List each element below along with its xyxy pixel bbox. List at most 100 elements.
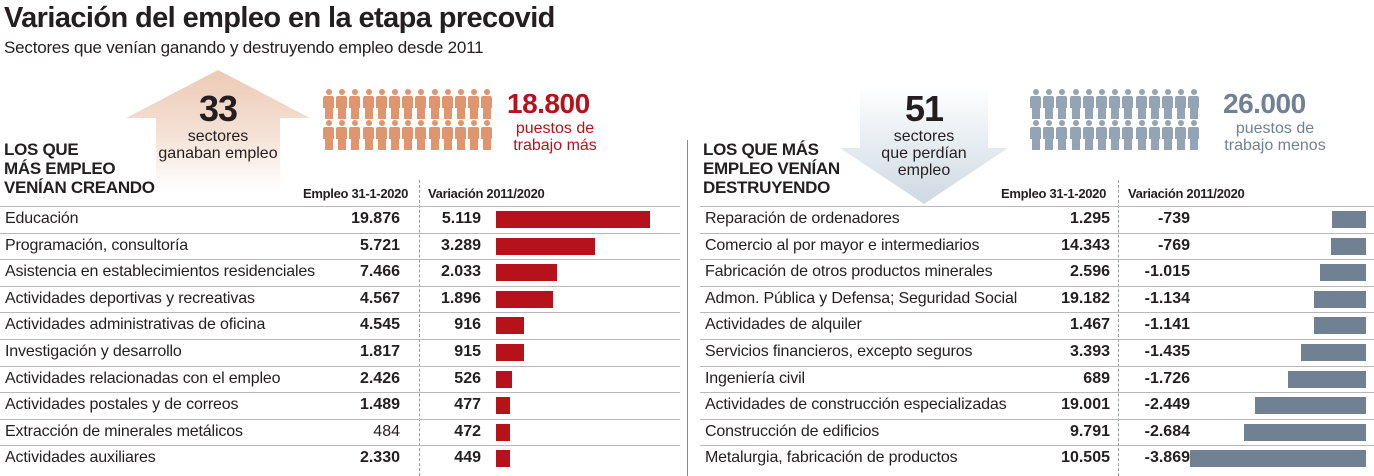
gain-col-employment: Empleo 31-1-2020 bbox=[303, 186, 409, 201]
sector-name: Admon. Pública y Defensa; Seguridad Soci… bbox=[705, 289, 1018, 307]
variation-bar bbox=[496, 211, 650, 228]
person-icon bbox=[1121, 89, 1134, 119]
person-icon bbox=[1108, 89, 1121, 119]
person-icon bbox=[467, 89, 480, 119]
sector-name: Ingeniería civil bbox=[705, 369, 805, 387]
person-icon bbox=[1187, 89, 1200, 119]
sector-name: Construcción de edificios bbox=[705, 422, 880, 440]
gain-column-separator bbox=[419, 180, 420, 476]
table-row: Admon. Pública y Defensa; Seguridad Soci… bbox=[700, 285, 1374, 313]
loss-sector-count: 51 bbox=[904, 88, 944, 129]
variation-value: 3.289 bbox=[440, 236, 481, 254]
person-icon bbox=[454, 120, 467, 150]
person-icon bbox=[322, 120, 335, 150]
variation-value: -2.449 bbox=[1144, 396, 1190, 414]
person-icon bbox=[441, 89, 454, 119]
variation-value: 472 bbox=[454, 422, 481, 440]
variation-value: 915 bbox=[454, 343, 481, 360]
gain-section-title-line-1: LOS QUE bbox=[4, 140, 79, 159]
person-icon bbox=[375, 89, 388, 119]
sector-name: Actividades de alquiler bbox=[705, 316, 862, 334]
variation-bar bbox=[496, 290, 554, 308]
table-row: Servicios financieros, excepto seguros 3.… bbox=[700, 339, 1374, 366]
variation-bar bbox=[1287, 370, 1366, 388]
person-icon bbox=[480, 120, 493, 150]
person-icon bbox=[348, 89, 361, 119]
person-icon bbox=[1135, 89, 1148, 119]
employment-value: 19.182 bbox=[1061, 289, 1110, 307]
person-icon bbox=[375, 120, 388, 150]
loss-jobs-label-1: puestos de bbox=[1235, 120, 1315, 137]
employment-value: 689 bbox=[1083, 369, 1110, 387]
sector-name: Servicios financieros, excepto seguros bbox=[705, 343, 973, 360]
table-row: Actividades relacionadas con el empleo 2.… bbox=[0, 365, 680, 393]
variation-value: -1.134 bbox=[1144, 289, 1190, 307]
person-icon bbox=[454, 89, 467, 119]
person-icon bbox=[388, 120, 401, 150]
person-icon bbox=[1042, 120, 1055, 150]
person-icon bbox=[428, 120, 441, 150]
person-icon bbox=[401, 89, 414, 119]
employment-value: 1.467 bbox=[1069, 316, 1110, 334]
table-row: Fabricación de otros productos minerales… bbox=[700, 259, 1374, 286]
employment-value: 2.596 bbox=[1069, 263, 1110, 281]
loss-sector-label-1: sectores bbox=[893, 128, 955, 145]
person-icon bbox=[1174, 120, 1187, 150]
variation-bar bbox=[1314, 317, 1366, 335]
person-icon bbox=[1029, 89, 1042, 119]
table-row: Investigación y desarrollo 1.817 915 bbox=[0, 339, 680, 366]
variation-bar bbox=[496, 317, 524, 335]
person-icon bbox=[1108, 120, 1121, 150]
employment-value: 3.393 bbox=[1069, 343, 1110, 360]
person-icon bbox=[322, 89, 335, 119]
person-icon bbox=[1121, 120, 1134, 150]
loss-col-variation: Variación 2011/2020 bbox=[1128, 186, 1245, 201]
variation-bar bbox=[496, 370, 512, 388]
employment-value: 19.876 bbox=[351, 210, 400, 227]
person-icon bbox=[1095, 89, 1108, 119]
variation-bar bbox=[496, 237, 595, 255]
employment-value: 9.791 bbox=[1069, 422, 1110, 440]
variation-value: -1.141 bbox=[1144, 316, 1190, 334]
table-row: Actividades de alquiler 1.467 -1.141 bbox=[700, 312, 1374, 339]
person-icon bbox=[1161, 120, 1174, 150]
employment-value: 1.295 bbox=[1069, 210, 1110, 227]
table-row: Comercio al por mayor e intermediarios 14… bbox=[700, 232, 1374, 260]
loss-jobs-number: 26.000 bbox=[1223, 88, 1306, 119]
person-icon bbox=[1095, 120, 1108, 150]
variation-bar bbox=[1319, 264, 1366, 282]
sector-name: Educación bbox=[5, 210, 79, 227]
person-icon bbox=[362, 89, 375, 119]
table-row: Construcción de edificios 9.791 -2.684 bbox=[700, 418, 1374, 446]
variation-value: 5.119 bbox=[441, 210, 481, 227]
down-arrow-shape bbox=[840, 86, 1008, 204]
loss-sector-label-2: que perdían bbox=[881, 145, 967, 162]
variation-value: -769 bbox=[1157, 236, 1190, 254]
sector-name: Reparación de ordenadores bbox=[705, 210, 900, 227]
variation-bar bbox=[1331, 237, 1366, 255]
loss-col-employment: Empleo 31-1-2020 bbox=[1001, 186, 1107, 201]
sector-name: Programación, consultoría bbox=[5, 236, 189, 254]
employment-value: 4.567 bbox=[359, 289, 400, 307]
sector-name: Actividades administrativas de oficina bbox=[5, 316, 266, 334]
sector-name: Comercio al por mayor e intermediarios bbox=[705, 236, 980, 254]
variation-bar bbox=[1332, 211, 1366, 228]
table-row: Actividades postales y de correos 1.489 47… bbox=[0, 392, 680, 419]
person-icon bbox=[414, 89, 427, 119]
variation-bar bbox=[496, 264, 558, 282]
employment-value: 1.489 bbox=[359, 396, 400, 414]
loss-section-title-line-1: LOS QUE MÁS bbox=[703, 140, 819, 159]
variation-value: -3.869 bbox=[1144, 449, 1190, 467]
person-icon bbox=[1069, 89, 1082, 119]
variation-bar bbox=[1190, 450, 1366, 468]
employment-value: 4.545 bbox=[359, 316, 400, 334]
person-icon bbox=[1055, 120, 1068, 150]
gain-jobs-label-1: puestos de bbox=[515, 120, 595, 137]
gain-people-pictogram bbox=[322, 89, 493, 151]
person-icon bbox=[1148, 120, 1161, 150]
variation-value: -739 bbox=[1157, 210, 1190, 227]
loss-jobs-label-2: trabajo menos bbox=[1224, 137, 1326, 154]
variation-bar bbox=[496, 423, 511, 441]
person-icon bbox=[1082, 120, 1095, 150]
loss-section-title-line-2: EMPLEO VENÍAN bbox=[703, 159, 840, 178]
